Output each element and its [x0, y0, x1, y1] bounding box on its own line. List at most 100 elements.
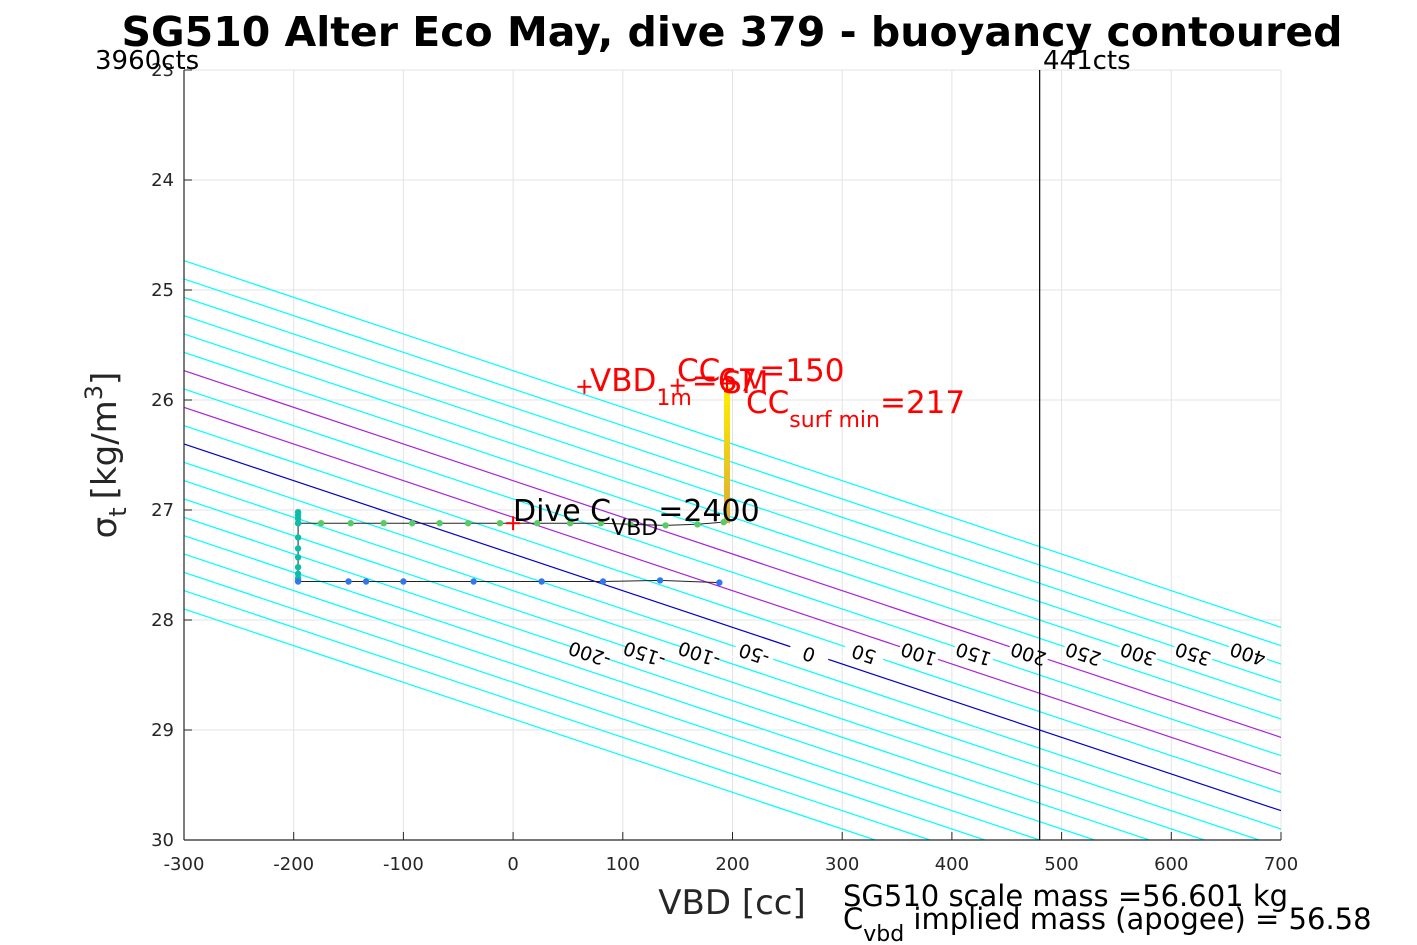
x-tick-label: 700: [1264, 854, 1298, 875]
climb-point: [470, 578, 477, 585]
marker-cc: [670, 378, 685, 393]
contour-labels: -200 -150 -100 -50 0 50 100 150 200 250 300 350 400: [566, 636, 1271, 671]
dive-data: [294, 376, 735, 586]
climb-point: [716, 579, 723, 586]
contour-label-bg: [1061, 636, 1106, 670]
y-axis-unit: [kg/m: [85, 400, 125, 499]
contour-label-bg: [951, 636, 997, 670]
y-tick-label: 24: [151, 170, 174, 191]
marker-dive-cvbd: [506, 516, 521, 531]
y-tick-label: 23: [151, 60, 174, 81]
dive-point: [464, 520, 472, 527]
contour-label-lower-400: 400: [1227, 637, 1268, 669]
contour-label-bg: [1225, 636, 1271, 670]
contour-label-lower-300: 300: [1118, 637, 1159, 669]
x-tick-label: 300: [825, 854, 859, 875]
x-tick-label: 200: [715, 854, 749, 875]
contour-line-50: [184, 425, 1281, 793]
contour-label-bg: [1115, 636, 1161, 670]
implied-mass-footer: Cvbd implied mass (apogee) = 56.58: [843, 902, 1372, 945]
x-tick-label: 100: [606, 854, 640, 875]
y-tick-label: 26: [151, 390, 174, 411]
surface-bar: [724, 386, 731, 524]
contour-label-bg: [896, 636, 942, 670]
chart-title: SG510 Alter Eco May, dive 379 - buoyancy…: [121, 8, 1342, 56]
contour-line--100: [184, 480, 1260, 840]
y-tick-label: 29: [151, 720, 174, 741]
dive-cvbd-annotation: Dive CVBD=2400: [513, 494, 760, 541]
y-tick-label: 30: [151, 830, 174, 851]
dive-point: [627, 521, 634, 528]
sm-annotation: SM: [722, 365, 768, 401]
dive-point: [566, 520, 574, 527]
contour-line--250: [184, 535, 1095, 840]
dive-point: [380, 520, 387, 527]
climb-point: [400, 578, 407, 585]
contour-line-350: [184, 315, 1281, 683]
contour-line--200: [184, 516, 1150, 840]
contour-label-lower-250: 250: [1063, 637, 1104, 669]
contour-line-200: [184, 370, 1281, 738]
apogee-point: [294, 520, 302, 527]
y-axis-label: σt [kg/m3]: [80, 372, 132, 539]
contour-line--450: [184, 608, 876, 840]
svg-text:σt[kg/m3]: σt [kg/m3]: [80, 372, 132, 539]
contour-label-bg: [1170, 636, 1216, 670]
marker-vbd1m: [577, 379, 592, 394]
contour-label-lower-150: 150: [953, 637, 994, 669]
contour-line--350: [184, 571, 986, 840]
grid: [183, 69, 1282, 841]
contour-line-150: [184, 388, 1281, 757]
scale-mass-footer: SG510 scale mass =56.601 kg: [843, 879, 1288, 913]
dive-point: [662, 522, 669, 529]
x-tick-label: 500: [1044, 854, 1078, 875]
contour-label-bg: [567, 636, 613, 670]
contour-label-bg: [677, 636, 723, 670]
contour-label-lower-350: 350: [1172, 637, 1213, 669]
contour-label-bg: [731, 636, 777, 670]
cc-annotation: CC =150: [677, 353, 844, 389]
buoyancy-contours: [184, 260, 1281, 840]
contour-line-300: [184, 333, 1281, 702]
apogee-point: [294, 564, 302, 571]
y-axis-unit-close: ]: [85, 372, 125, 385]
climb-point: [599, 578, 607, 585]
apogee-point: [294, 534, 302, 541]
tick-labels: -300 -200 -100 0 100 200 300 400 500 600 700 23 24 25…: [151, 60, 1298, 875]
x-tick-label: -300: [164, 854, 205, 875]
climb-point: [345, 578, 352, 585]
contour-line-0: [184, 443, 1281, 812]
left-counts-label: 3960cts: [95, 46, 199, 76]
contour-label-bg: [841, 636, 887, 670]
y-axis-superscript: 3: [80, 385, 108, 400]
dive-point: [436, 520, 443, 527]
contour-label-bg: [786, 636, 832, 670]
x-tick-label: 600: [1154, 854, 1188, 875]
contour-line--300: [184, 553, 1040, 840]
climb-point: [538, 578, 545, 585]
axes-frame: [183, 69, 1282, 841]
dive-point: [347, 520, 354, 527]
dive-point: [317, 520, 325, 527]
contour-label-lower--50: -50: [736, 638, 772, 669]
x-tick-label: 400: [935, 854, 969, 875]
climb-point: [294, 578, 302, 585]
x-axis-label: VBD [cc]: [658, 883, 806, 923]
apogee-point: [294, 515, 302, 522]
right-counts-label: 441cts: [1043, 46, 1131, 76]
apogee-point: [294, 570, 302, 577]
contour-line-400: [184, 296, 1281, 665]
contour-label-lower-200: 200: [1008, 637, 1049, 669]
climb-point: [362, 578, 370, 585]
y-axis-subscript: t: [104, 507, 132, 516]
contour-label-lower-100: 100: [898, 637, 939, 669]
contour-line-450: [184, 278, 1281, 647]
apogee-point: [294, 554, 302, 561]
dive-point: [597, 520, 605, 527]
y-tick-label: 28: [151, 610, 174, 631]
dive-point: [534, 520, 541, 527]
dive-point: [496, 520, 504, 527]
contour-line-100: [184, 406, 1281, 775]
contour-line--400: [184, 590, 931, 840]
